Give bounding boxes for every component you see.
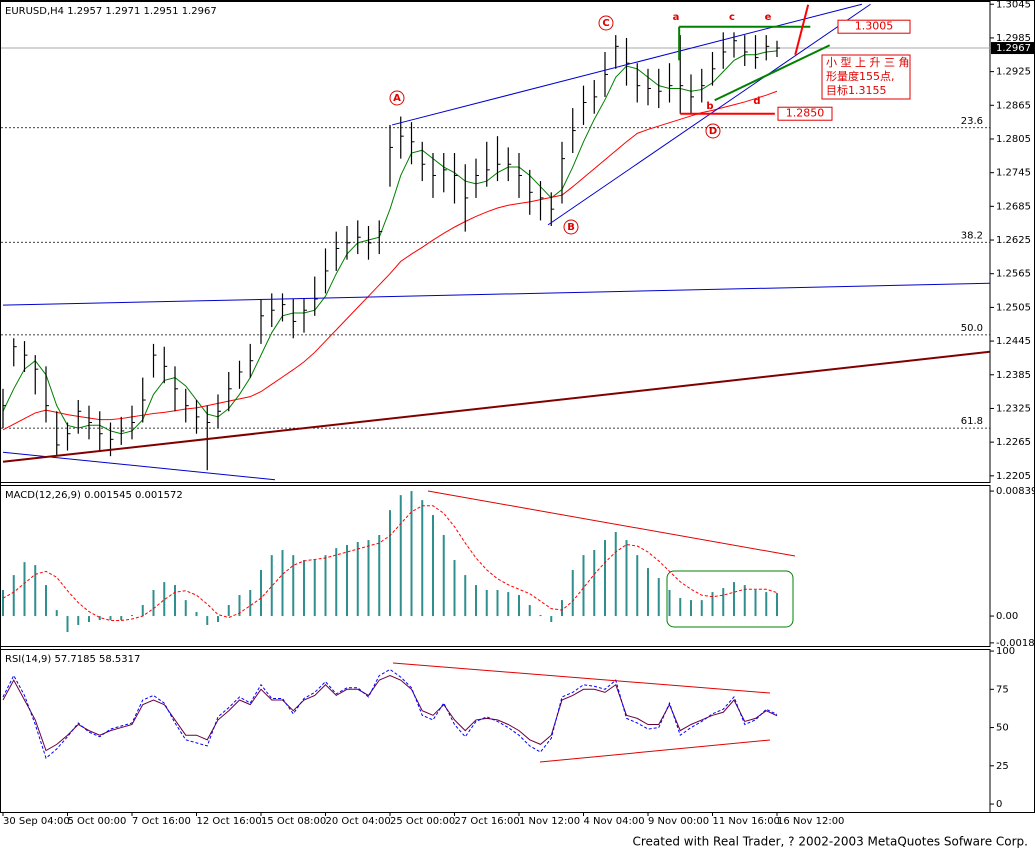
x-tick-label: 16 Nov 12:00 (777, 816, 844, 827)
trendline (794, 4, 810, 56)
fib-label: 61.8 (961, 416, 983, 427)
macd-highlight (666, 570, 794, 628)
wave-circle (598, 15, 614, 31)
wave-label: C (602, 18, 609, 29)
fib-label: 38.2 (961, 230, 983, 241)
y-tick-label: 1.2865 (996, 100, 1031, 111)
note: 小 型 上 升 三 角 形量度155点, 目标1.3155 (821, 54, 911, 100)
wave-label: e (765, 12, 772, 23)
x-tick-label: 27 Oct 16:00 (455, 816, 520, 827)
y-tick-label: 0.00 (996, 611, 1018, 622)
y-tick-label: 1.2265 (996, 437, 1031, 448)
x-tick-label: 25 Oct 00:00 (390, 816, 455, 827)
indicator-line (2, 668, 778, 760)
x-tick-label: 1 Nov 12:00 (519, 816, 580, 827)
panel-title: EURUSD,H4 1.2957 1.2971 1.2951 1.2967 (5, 6, 217, 17)
signal-line (2, 505, 778, 622)
price-mark-box (837, 19, 911, 34)
x-tick-label: 30 Sep 04:00 (3, 816, 70, 827)
fib-label: 50.0 (961, 323, 983, 334)
x-tick-label: 5 Oct 00:00 (68, 816, 127, 827)
trendline (392, 3, 863, 126)
rsi-support-line (539, 739, 771, 763)
macd-divergence-line (427, 490, 796, 557)
y-tick-label: 1.2385 (996, 370, 1031, 381)
price-mark-box (777, 106, 833, 121)
wave-circle (389, 90, 405, 106)
price-mark-label: 1.3005 (855, 20, 894, 33)
note-line: 小 型 上 升 三 角 (826, 55, 909, 69)
note-box (821, 54, 911, 100)
x-tick-label: 12 Oct 16:00 (197, 816, 262, 827)
y-tick-label: 1.2745 (996, 168, 1031, 179)
wave-label: a (673, 12, 680, 23)
rsi-resistance-line (392, 662, 771, 694)
y-tick-label: 1.2925 (996, 67, 1031, 78)
fib-label: 23.6 (961, 116, 983, 127)
x-tick-label: 4 Nov 04:00 (584, 816, 645, 827)
wave-label: c (729, 12, 735, 23)
trendline (714, 44, 831, 102)
footer: Created with Real Trader, ? 2002-2003 Me… (632, 835, 1028, 849)
wave-label: A (393, 93, 401, 104)
x-tick-label: 20 Oct 04:00 (326, 816, 391, 827)
y-tick-label: 1.2445 (996, 336, 1031, 347)
wave-labels: A B C D a b c d e (389, 12, 772, 235)
y-tick-label: 25 (996, 761, 1009, 772)
y-tick-label: 1.2985 (996, 33, 1031, 44)
price-mark-label: 1.2850 (786, 107, 825, 120)
wave-label: D (709, 126, 717, 137)
y-tick-label: 1.3045 (996, 0, 1031, 10)
y-tick-label: 0 (996, 799, 1002, 810)
y-tick-label: 50 (996, 723, 1009, 734)
wave-label: B (567, 222, 575, 233)
y-tick-label: 1.2565 (996, 269, 1031, 280)
trendline (2, 282, 990, 306)
y-tick-label: 0.00839 (996, 486, 1035, 497)
y-tick-label: 1.2505 (996, 302, 1031, 313)
trendline (2, 350, 990, 463)
x-tick-label: 7 Oct 16:00 (132, 816, 191, 827)
wave-label: b (706, 101, 713, 112)
y-tick-label: 1.2325 (996, 403, 1031, 414)
x-tick-label: 15 Oct 08:00 (261, 816, 326, 827)
wave-label: d (753, 96, 760, 107)
last-price-label: 1.2967 (996, 43, 1031, 54)
note-line: 形量度155点, (826, 69, 895, 83)
y-tick-label: -0.0018 (996, 638, 1035, 649)
x-tick-label: 9 Nov 00:00 (648, 816, 709, 827)
rsi-panel (0, 649, 991, 813)
y-tick-label: 75 (996, 684, 1009, 695)
indicator-line (2, 675, 778, 752)
y-tick-label: 1.2685 (996, 201, 1031, 212)
macd-panel (0, 485, 991, 647)
note-line: 目标1.3155 (826, 83, 887, 97)
panel-title: MACD(12,26,9) 0.001545 0.001572 (5, 490, 183, 501)
y-tick-label: 1.2805 (996, 134, 1031, 145)
last-price-box (991, 42, 1035, 55)
y-tick-label: 1.2205 (996, 471, 1031, 482)
y-tick-label: 1.2625 (996, 235, 1031, 246)
frame (0, 0, 1035, 813)
panel-title: RSI(14,9) 57.7185 58.5317 (5, 654, 140, 665)
wave-circle (563, 219, 579, 235)
y-tick-label: 100 (996, 646, 1015, 657)
x-tick-label: 11 Nov 16:00 (713, 816, 780, 827)
